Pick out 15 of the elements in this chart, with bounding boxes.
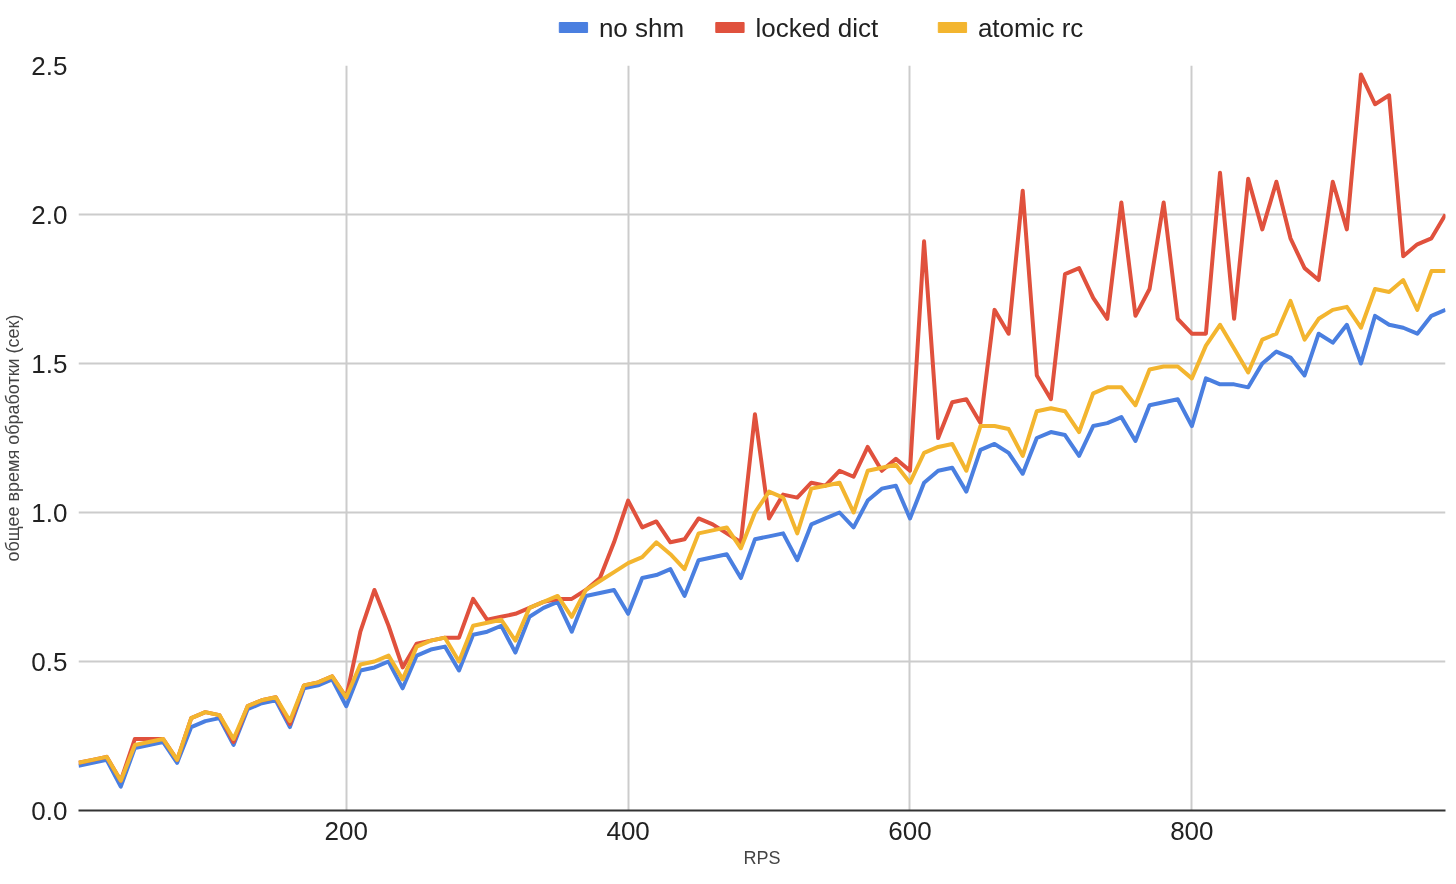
legend-label: no shm	[598, 12, 685, 43]
y-tick-label: 1.0	[31, 497, 68, 528]
y-axis-title: общее время обработки (сек)	[3, 314, 24, 562]
x-tick-label: 600	[888, 815, 932, 846]
y-tick-label: 2.0	[31, 199, 68, 230]
y-tick-label: 2.5	[31, 50, 68, 81]
x-tick-label: 200	[324, 815, 368, 846]
legend-label: atomic rc	[977, 12, 1084, 43]
x-tick-label: 800	[1170, 815, 1214, 846]
y-tick-label: 0.0	[31, 795, 68, 826]
y-tick-label: 0.5	[31, 646, 68, 677]
x-tick-label: 400	[606, 815, 650, 846]
legend-label: locked dict	[755, 12, 880, 43]
y-tick-label: 1.5	[31, 348, 68, 379]
x-axis-title: RPS	[743, 847, 781, 868]
